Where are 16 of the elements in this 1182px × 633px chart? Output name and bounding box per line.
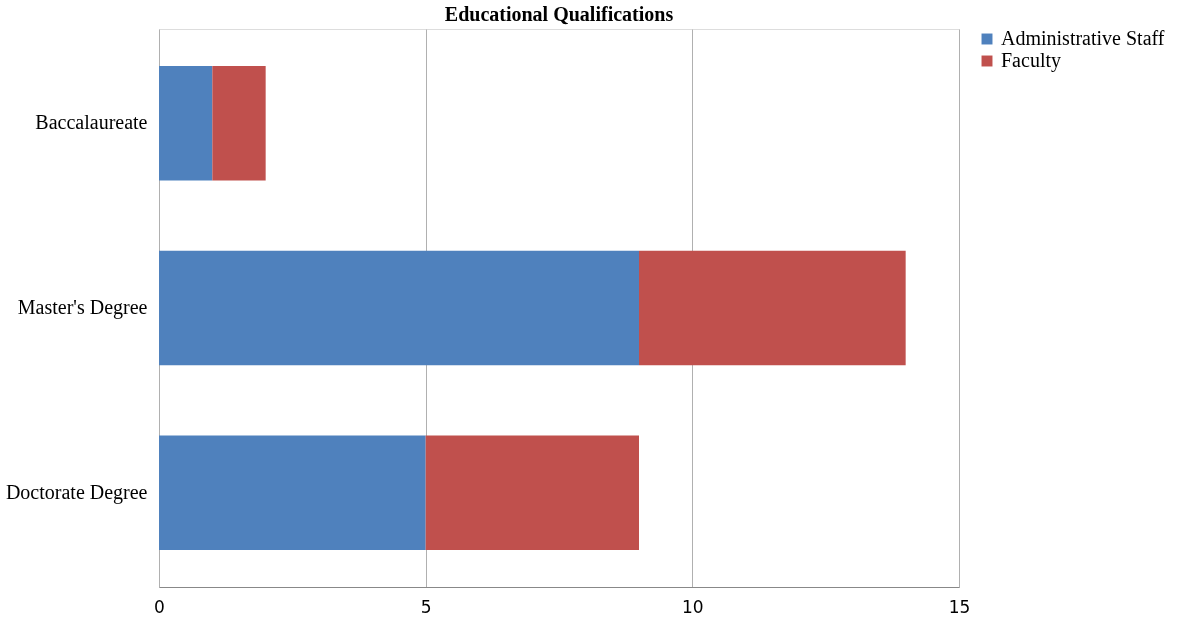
bar	[639, 250, 906, 366]
x-tick-label: 5	[420, 596, 432, 617]
bar	[159, 250, 639, 366]
bar	[212, 65, 266, 181]
bar	[159, 435, 426, 551]
y-tick-label: Baccalaureate	[35, 111, 148, 134]
bar	[159, 65, 213, 181]
chart-title: Educational Qualifications	[444, 3, 674, 25]
legend-label: Administrative Staff	[1001, 27, 1165, 49]
y-tick-label: Doctorate Degree	[5, 480, 148, 504]
bar	[425, 435, 639, 551]
x-tick-label: 0	[154, 596, 165, 617]
x-tick-label: 15	[948, 596, 971, 617]
y-tick-label: Master's Degree	[17, 296, 148, 319]
legend-label: Faculty	[1001, 49, 1061, 72]
x-tick-label: 10	[682, 596, 704, 617]
